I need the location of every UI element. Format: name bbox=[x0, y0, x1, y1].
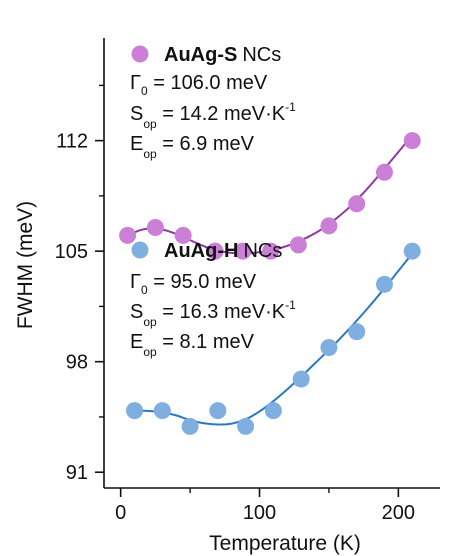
data-point-auag-h bbox=[181, 417, 199, 435]
data-point-auag-s bbox=[289, 236, 307, 254]
legend-series-suffix: NCs bbox=[243, 240, 282, 262]
param-symbol: E bbox=[130, 133, 143, 155]
param-value: = 6.9 meV bbox=[157, 133, 255, 155]
legend-label-auag-s: AuAg-S NCs bbox=[164, 44, 281, 66]
param-symbol: Γ bbox=[130, 271, 141, 293]
param-value: = 8.1 meV bbox=[157, 331, 255, 353]
data-markers bbox=[119, 132, 421, 435]
param-sup: -1 bbox=[285, 298, 296, 312]
x-tick-label: 0 bbox=[115, 502, 126, 524]
data-point-auag-s bbox=[320, 217, 338, 235]
param-symbol: S bbox=[130, 301, 143, 323]
param-sop-h: Sop = 16.3 meV·K-1 bbox=[130, 298, 296, 329]
y-tick-label: 112 bbox=[56, 131, 88, 153]
data-point-auag-s bbox=[262, 242, 280, 260]
param-eop-s: Eop = 6.9 meV bbox=[130, 133, 255, 161]
data-point-auag-h bbox=[320, 338, 338, 356]
param-value: = 14.2 meV·K bbox=[157, 103, 286, 125]
x-axis-title: Temperature (K) bbox=[209, 532, 361, 555]
y-ticks: 91 98 105 112 bbox=[55, 84, 104, 484]
y-tick-label: 105 bbox=[55, 241, 88, 263]
legend-auag-s: AuAg-S NCs Γ0 = 106.0 meV Sop = 14.2 meV·… bbox=[130, 44, 296, 161]
data-point-auag-h bbox=[237, 417, 255, 435]
x-tick-label: 200 bbox=[382, 502, 415, 524]
data-point-auag-s bbox=[174, 226, 192, 244]
data-point-auag-h bbox=[348, 323, 366, 341]
param-sub: op bbox=[143, 315, 157, 329]
fit-curve-auag-h bbox=[134, 252, 414, 426]
data-point-auag-s bbox=[119, 226, 137, 244]
param-sub: op bbox=[143, 117, 157, 131]
legend-series-name: AuAg-S bbox=[164, 44, 237, 66]
data-point-auag-s bbox=[146, 218, 164, 236]
data-point-auag-h bbox=[153, 402, 171, 420]
param-value: = 95.0 meV bbox=[148, 271, 257, 293]
x-tick-label: 100 bbox=[243, 502, 276, 524]
param-sup: -1 bbox=[285, 100, 296, 114]
param-symbol: E bbox=[130, 331, 143, 353]
axes bbox=[103, 38, 440, 489]
y-tick-label: 91 bbox=[66, 462, 88, 484]
data-point-auag-h bbox=[209, 402, 227, 420]
data-point-auag-h bbox=[264, 402, 282, 420]
param-symbol: S bbox=[130, 103, 143, 125]
param-sub: op bbox=[143, 345, 157, 359]
legend-label-auag-h: AuAg-H NCs bbox=[164, 240, 282, 262]
data-point-auag-s bbox=[348, 195, 366, 213]
param-gamma0-h: Γ0 = 95.0 meV bbox=[130, 271, 257, 297]
param-gamma0-s: Γ0 = 106.0 meV bbox=[130, 72, 268, 98]
legend-marker-auag-s bbox=[131, 45, 149, 63]
param-sop-s: Sop = 14.2 meV·K-1 bbox=[130, 100, 296, 131]
legend-marker-auag-h bbox=[131, 241, 149, 259]
legend-series-suffix: NCs bbox=[242, 44, 281, 66]
y-tick-label: 98 bbox=[66, 352, 88, 374]
x-ticks: 0 100 200 bbox=[115, 488, 415, 524]
param-symbol: Γ bbox=[130, 72, 141, 94]
legend-series-name: AuAg-H bbox=[164, 240, 238, 262]
param-value: = 16.3 meV·K bbox=[157, 301, 286, 323]
param-sub: 0 bbox=[141, 283, 148, 297]
data-point-auag-h bbox=[126, 402, 144, 420]
data-point-auag-s bbox=[375, 163, 393, 181]
data-point-auag-h bbox=[403, 242, 421, 260]
data-point-auag-s bbox=[234, 242, 252, 260]
data-point-auag-s bbox=[206, 242, 224, 260]
param-sub: op bbox=[143, 147, 157, 161]
param-value: = 106.0 meV bbox=[148, 72, 268, 94]
y-axis-title: FWHM (meV) bbox=[14, 201, 37, 329]
data-point-auag-h bbox=[375, 275, 393, 293]
data-point-auag-s bbox=[403, 132, 421, 150]
data-point-auag-h bbox=[292, 370, 310, 388]
param-eop-h: Eop = 8.1 meV bbox=[130, 331, 255, 359]
legend-auag-h: AuAg-H NCs Γ0 = 95.0 meV Sop = 16.3 meV·K… bbox=[130, 240, 296, 359]
param-sub: 0 bbox=[141, 84, 148, 98]
